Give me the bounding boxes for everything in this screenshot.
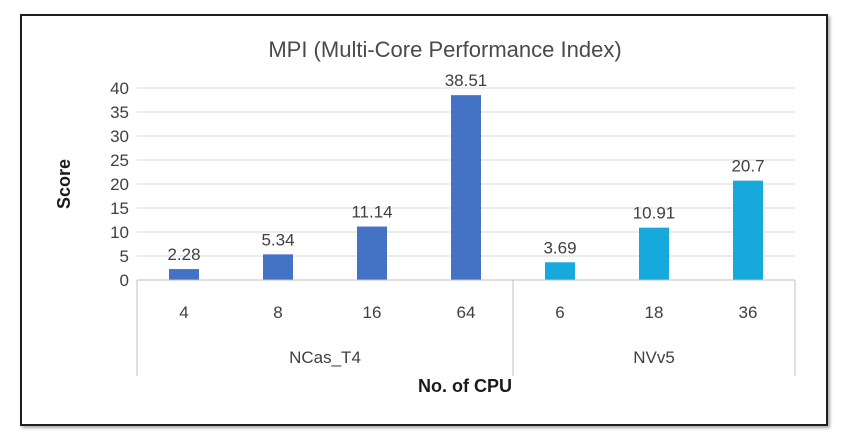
y-tick-label: 5 [120,247,129,266]
y-tick-label: 30 [110,127,129,146]
x-axis: 4 8 16 64 NCas_T4 6 18 36 NVv5 [136,279,796,376]
x-tick-label: 16 [363,303,382,322]
data-label: 5.34 [261,230,294,249]
bar [263,254,293,280]
bar [451,95,481,280]
data-label: 3.69 [543,238,576,257]
data-label: 38.51 [445,71,488,90]
bar [545,262,575,280]
y-axis-ticks: 0 5 10 15 20 25 30 35 40 [110,79,129,290]
bar [357,226,387,280]
bar [733,180,763,280]
y-tick-label: 35 [110,103,129,122]
x-tick-label: 8 [273,303,282,322]
chart-frame [20,14,828,426]
x-tick-label: 4 [179,303,188,322]
x-tick-label: 64 [457,303,476,322]
y-tick-label: 40 [110,79,129,98]
y-tick-label: 10 [110,223,129,242]
data-label: 10.91 [633,204,676,223]
x-group-label: NCas_T4 [289,348,361,367]
y-axis-title: Score [54,159,74,209]
data-label: 2.28 [167,245,200,264]
y-tick-label: 20 [110,175,129,194]
y-tick-label: 0 [120,271,129,290]
bar [639,227,669,280]
x-group-label: NVv5 [633,348,675,367]
bars [169,95,763,280]
y-tick-label: 25 [110,151,129,170]
y-tick-label: 15 [110,199,129,218]
x-tick-label: 36 [739,303,758,322]
chart-title: MPI (Multi-Core Performance Index) [268,37,621,62]
x-tick-label: 18 [645,303,664,322]
x-axis-title: No. of CPU [418,376,512,396]
bar [169,269,199,280]
data-label: 11.14 [351,203,392,222]
data-label: 20.7 [731,157,764,176]
x-tick-label: 6 [555,303,564,322]
data-labels: 2.28 5.34 11.14 38.51 3.69 10.91 20.7 [167,71,764,264]
